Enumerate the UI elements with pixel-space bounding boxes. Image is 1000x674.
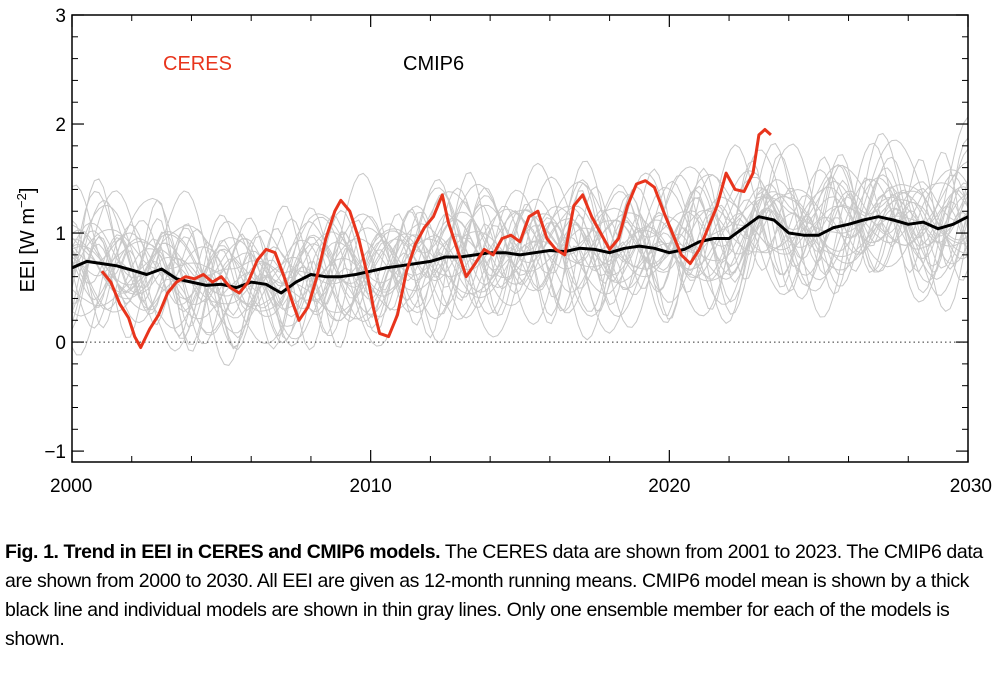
cmip6-model-line [71,132,969,339]
plot-frame [71,14,969,463]
chart: 2000 2010 2020 2030 −1 0 1 2 3 CERES CMIP6 EEI [… [14,6,992,497]
x-tick-label: 2030 [950,476,992,497]
y-tick-label: 0 [55,333,66,354]
x-tick-label: 2000 [50,476,92,497]
caption-text: The CERES data are shown from 2001 to 20… [5,541,983,650]
cmip6-model-line [71,176,969,320]
caption-title: Fig. 1. Trend in EEI in CERES and CMIP6 … [5,541,441,563]
legend-ceres: CERES [163,53,232,75]
cmip6-model-line [71,169,969,330]
cmip6-model-line [71,196,969,316]
y-tick-label: 2 [55,115,66,136]
cmip6-model-line [71,151,969,352]
axis-ticks: 2000 2010 2020 2030 −1 0 1 2 3 [44,6,992,497]
cmip6-mean-line [71,215,969,295]
y-tick-label: −1 [44,442,66,463]
cmip6-model-line [71,149,969,352]
figure-caption: Fig. 1. Trend in EEI in CERES and CMIP6 … [5,538,993,654]
cmip6-model-line [71,170,969,306]
legend-cmip6: CMIP6 [403,53,464,75]
y-axis-label: EEI [W m−2] [14,188,39,293]
x-tick-label: 2010 [350,476,392,497]
cmip6-model-lines [71,116,969,366]
y-tick-label: 3 [55,6,66,27]
cmip6-model-line [71,164,969,366]
ceres-line [100,128,772,349]
x-tick-label: 2020 [648,476,690,497]
cmip6-model-line [71,160,969,307]
y-tick-label: 1 [55,224,66,245]
